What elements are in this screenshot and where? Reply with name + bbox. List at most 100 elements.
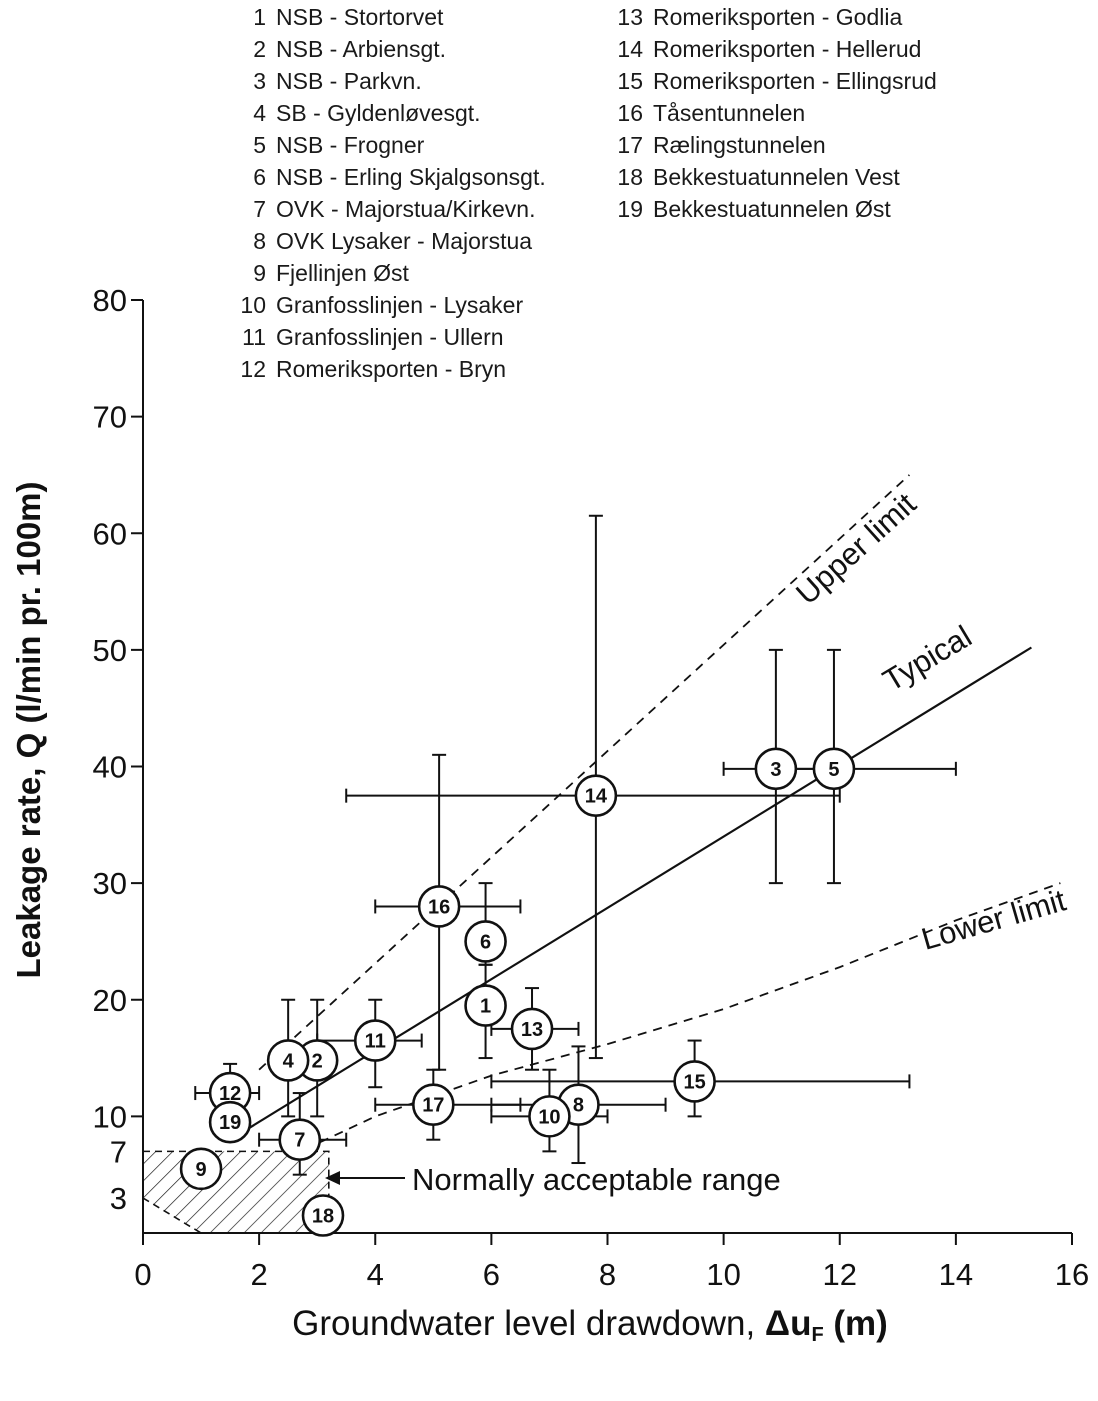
y-tick-label: 60 [93,516,127,551]
point-label-5: 5 [828,759,839,781]
legend-item-16: 16 Tåsentunnelen [617,100,805,127]
legend-label: NSB - Frogner [276,132,425,158]
legend-number: 14 [617,36,643,62]
legend-number: 16 [617,100,643,126]
legend-item-2: 2 NSB - Arbiensgt. [240,36,446,63]
legend-number: 11 [242,324,266,350]
legend-number: 9 [253,260,266,286]
legend-number: 12 [240,356,266,382]
legend-number: 3 [253,68,266,94]
point-label-18: 18 [312,1206,334,1228]
legend-label: Bekkestuatunnelen Vest [653,164,900,190]
legend-label: NSB - Parkvn. [276,68,422,94]
x-tick-label: 0 [134,1257,151,1292]
legend-item-4: 4 SB - Gyldenløvesgt. [240,100,480,127]
point-label-4: 4 [283,1050,295,1072]
point-label-13: 13 [521,1019,543,1041]
annotation-normally-acceptable: Normally acceptable range [325,1162,781,1197]
annotation-arrowhead [325,1171,340,1185]
y-tick-label: 10 [93,1099,127,1134]
legend-item-12: 12 Romeriksporten - Bryn [240,356,506,383]
upper-limit-label: Upper limit [789,486,923,611]
point-label-16: 16 [428,896,450,918]
typical-label: Typical [877,619,978,699]
y-tick-label: 50 [93,633,127,668]
x-tick-label: 8 [599,1257,616,1292]
legend-label: OVK Lysaker - Majorstua [276,228,533,254]
y-tick-label: 30 [93,866,127,901]
legend-item-14: 14 Romeriksporten - Hellerud [617,36,921,63]
legend-label: Romeriksporten - Hellerud [653,36,922,62]
legend-item-11: 11 Granfosslinjen - Ullern [240,324,504,351]
legend-item-13: 13 Romeriksporten - Godlia [617,4,902,31]
lower-limit-label: Lower limit [918,882,1070,957]
x-tick-label: 16 [1055,1257,1089,1292]
legend-label: Rælingstunnelen [653,132,826,158]
legend-item-1: 1 NSB - Stortorvet [240,4,443,31]
point-label-9: 9 [196,1159,207,1181]
annotation-text: Normally acceptable range [412,1162,781,1197]
point-marker-17 [412,1083,455,1127]
legend-item-8: 8 OVK Lysaker - Majorstua [240,228,532,255]
x-axis-label-unit: (m) [824,1304,888,1343]
x-axis-label-symbol: Δu [765,1304,812,1343]
point-label-6: 6 [480,931,491,953]
legend-item-19: 19 Bekkestuatunnelen Øst [617,196,891,223]
point-marker-19 [208,1100,252,1144]
legend-label: Granfosslinjen - Lysaker [276,292,524,318]
y-axis-label: Leakage rate, Q (l/min pr. 100m) [10,481,47,978]
point-label-7: 7 [294,1130,305,1152]
legend-number: 5 [253,132,266,158]
x-tick-label: 6 [483,1257,500,1292]
point-label-15: 15 [683,1071,705,1093]
legend-label: Romeriksporten - Bryn [276,356,507,382]
y-tick-label: 20 [93,983,127,1018]
x-tick-label: 14 [939,1257,973,1292]
legend-item-18: 18 Bekkestuatunnelen Vest [617,164,900,191]
point-marker-10 [528,1095,571,1138]
x-tick-label: 10 [706,1257,740,1292]
point-label-12: 12 [219,1083,241,1105]
point-marker-6 [464,920,507,963]
legend-item-17: 17 Rælingstunnelen [617,132,826,159]
legend-label: Romeriksporten - Ellingsrud [653,68,937,94]
x-axis-label-subscript: F [811,1324,823,1346]
legend-number: 2 [253,36,266,62]
point-label-1: 1 [480,996,491,1018]
legend-number: 7 [253,196,266,222]
legend-number: 18 [617,164,643,190]
point-marker-15 [673,1060,716,1103]
x-axis-label-text: Groundwater level drawdown, [292,1304,765,1343]
y-tick-label: 7 [110,1134,127,1169]
legend-item-15: 15 Romeriksporten - Ellingsrud [617,68,937,95]
lower-limit-line [305,882,1061,1150]
legend-item-7: 7 OVK - Majorstua/Kirkevn. [240,196,535,223]
point-marker-13 [510,1007,554,1051]
legend-label: NSB - Arbiensgt. [276,36,447,62]
point-marker-4 [266,1039,310,1082]
legend-label: Fjellinjen Øst [276,260,409,286]
legend-label: NSB - Erling Skjalgsonsgt. [276,164,546,190]
legend-label: Granfosslinjen - Ullern [276,324,504,350]
legend-number: 15 [617,68,643,94]
acceptable-range-hatch [142,1150,330,1234]
legend-number: 10 [240,292,266,318]
legend-number: 19 [617,196,643,222]
point-marker-9 [179,1147,223,1191]
legend-number: 8 [253,228,266,254]
legend-item-10: 10 Granfosslinjen - Lysaker [240,292,523,319]
point-marker-1 [464,984,507,1027]
point-label-8: 8 [573,1095,584,1117]
legend-label: Bekkestuatunnelen Øst [653,196,891,222]
legend-item-9: 9 Fjellinjen Øst [240,260,409,287]
y-tick-label: 3 [110,1181,127,1216]
x-tick-label: 4 [367,1257,384,1292]
legend-item-3: 3 NSB - Parkvn. [240,68,422,95]
upper-limit-line [258,474,911,1071]
point-marker-18 [301,1194,345,1237]
point-label-19: 19 [219,1112,241,1134]
point-label-3: 3 [770,759,781,781]
